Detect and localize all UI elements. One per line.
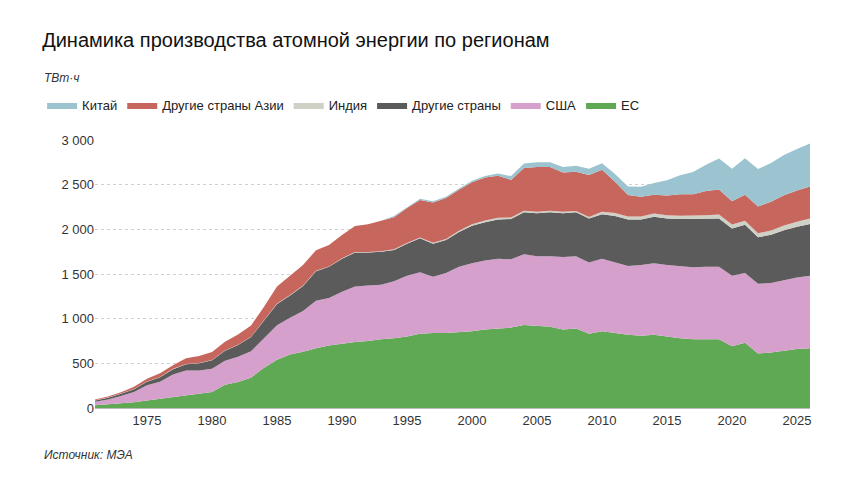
svg-text:1975: 1975: [133, 413, 162, 428]
svg-text:500: 500: [72, 356, 94, 371]
svg-text:1980: 1980: [198, 413, 227, 428]
svg-text:2 000: 2 000: [61, 222, 94, 237]
svg-text:3 000: 3 000: [61, 133, 94, 148]
svg-text:Источник: МЭА: Источник: МЭА: [44, 448, 133, 462]
svg-text:2020: 2020: [718, 413, 747, 428]
svg-text:2005: 2005: [523, 413, 552, 428]
svg-text:0: 0: [87, 401, 94, 416]
svg-text:2 500: 2 500: [61, 177, 94, 192]
svg-text:ТВт·ч: ТВт·ч: [44, 71, 80, 85]
svg-text:1 000: 1 000: [61, 311, 94, 326]
svg-text:1985: 1985: [263, 413, 292, 428]
svg-text:2000: 2000: [458, 413, 487, 428]
svg-text:США: США: [546, 98, 576, 113]
svg-text:2015: 2015: [653, 413, 682, 428]
svg-text:Другие страны: Другие страны: [412, 98, 501, 113]
svg-text:Китай: Китай: [82, 98, 117, 113]
svg-text:2025: 2025: [783, 413, 812, 428]
svg-text:1 500: 1 500: [61, 267, 94, 282]
svg-text:ЕС: ЕС: [621, 98, 639, 113]
svg-text:Другие страны Азии: Другие страны Азии: [162, 98, 283, 113]
svg-text:Динамика производства атомной: Динамика производства атомной энергии по…: [42, 29, 549, 51]
svg-text:1990: 1990: [328, 413, 357, 428]
svg-text:Индия: Индия: [329, 98, 367, 113]
svg-text:2010: 2010: [588, 413, 617, 428]
svg-text:1995: 1995: [393, 413, 422, 428]
